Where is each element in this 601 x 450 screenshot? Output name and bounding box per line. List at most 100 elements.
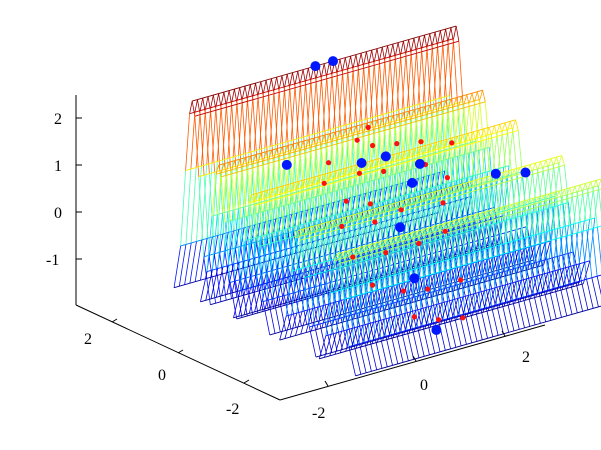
mesh-line — [268, 150, 272, 160]
mesh-line — [317, 144, 322, 187]
mesh-line — [485, 307, 494, 337]
mesh-line — [469, 93, 473, 103]
mesh-line — [306, 147, 312, 190]
mesh-line — [273, 250, 282, 281]
mesh-line — [515, 238, 522, 282]
mesh-line — [447, 112, 453, 158]
mesh-line — [325, 260, 590, 337]
mesh-line — [326, 232, 332, 271]
y-tick-label: -2 — [226, 401, 239, 418]
mesh-line — [506, 301, 515, 331]
mesh-line — [479, 103, 485, 149]
mesh-line — [306, 190, 312, 232]
mesh-line — [238, 289, 246, 317]
mesh-line — [562, 204, 569, 254]
mesh-line — [322, 173, 326, 183]
mesh-line — [331, 231, 337, 269]
mesh-line — [453, 42, 458, 104]
mesh-line — [331, 145, 337, 191]
mesh-line — [461, 217, 465, 225]
mesh-line — [352, 213, 357, 222]
mesh-line — [239, 240, 246, 291]
mesh-line — [447, 27, 452, 41]
mesh-line — [465, 133, 469, 142]
mesh-line — [487, 221, 493, 258]
mesh-line — [531, 203, 536, 237]
mesh-line — [433, 197, 439, 231]
mesh-line — [211, 106, 217, 164]
mesh-line — [486, 182, 491, 216]
mesh-line — [243, 287, 251, 315]
mesh-line — [454, 136, 458, 145]
mesh-line — [397, 246, 403, 283]
mesh-line — [369, 340, 378, 370]
mesh-line — [343, 68, 349, 126]
mesh-line — [343, 167, 348, 177]
mesh-line — [200, 271, 208, 302]
mesh-line — [352, 225, 358, 263]
mesh-line — [465, 188, 470, 222]
mesh-line — [372, 248, 378, 282]
mesh-line — [269, 188, 274, 198]
mesh-line — [284, 74, 288, 87]
mesh-line — [362, 251, 367, 285]
mesh-line — [455, 219, 460, 227]
mesh-line — [333, 170, 337, 180]
mesh-line — [322, 228, 328, 263]
mesh-line — [319, 323, 327, 355]
mesh-line — [326, 302, 335, 327]
blue-marker — [328, 56, 338, 67]
mesh-line — [391, 55, 396, 113]
mesh-line — [525, 205, 531, 238]
mesh-line — [415, 267, 421, 311]
mesh-line — [420, 265, 427, 309]
mesh-line — [465, 102, 470, 145]
mesh-line — [389, 44, 394, 57]
mesh-line — [336, 289, 342, 333]
mesh-line — [473, 250, 480, 294]
mesh-line — [425, 264, 432, 308]
mesh-line — [438, 109, 444, 152]
mesh-line — [317, 175, 321, 184]
mesh-line — [553, 156, 557, 165]
mesh-line — [247, 84, 251, 98]
mesh-line — [439, 234, 445, 271]
mesh-line — [427, 273, 435, 299]
mesh-line — [538, 292, 547, 322]
y-tick-label: 2 — [84, 331, 92, 348]
mesh-line — [573, 222, 580, 266]
mesh-line — [353, 294, 361, 320]
mesh-line — [512, 131, 518, 174]
mesh-line — [389, 128, 395, 175]
mesh-line — [538, 167, 544, 201]
mesh-line — [454, 316, 462, 346]
mesh-line — [358, 223, 363, 262]
mesh-line — [268, 78, 272, 92]
mesh-line — [178, 244, 187, 287]
mesh-line — [458, 41, 464, 102]
mesh-line — [437, 115, 443, 161]
mesh-line — [305, 152, 311, 199]
mesh-line — [434, 225, 439, 233]
mesh-line — [432, 103, 436, 113]
mesh-line — [290, 182, 295, 192]
mesh-line — [338, 138, 344, 181]
mesh-line — [395, 201, 399, 210]
mesh-line — [482, 222, 487, 259]
mesh-line — [358, 293, 366, 318]
mesh-line — [294, 71, 299, 84]
mesh-line — [379, 287, 387, 312]
mesh-line — [358, 53, 362, 66]
mesh-line — [376, 241, 381, 249]
mesh-line — [231, 160, 235, 170]
mesh-line — [368, 209, 373, 217]
mesh-line — [255, 236, 262, 287]
mesh-line — [550, 203, 556, 240]
mesh-line — [578, 190, 584, 223]
mesh-line — [439, 147, 445, 186]
mesh-line — [462, 253, 469, 297]
mesh-line — [480, 183, 486, 218]
mesh-line — [589, 217, 596, 261]
mesh-line — [317, 230, 322, 264]
mesh-line — [591, 277, 599, 307]
